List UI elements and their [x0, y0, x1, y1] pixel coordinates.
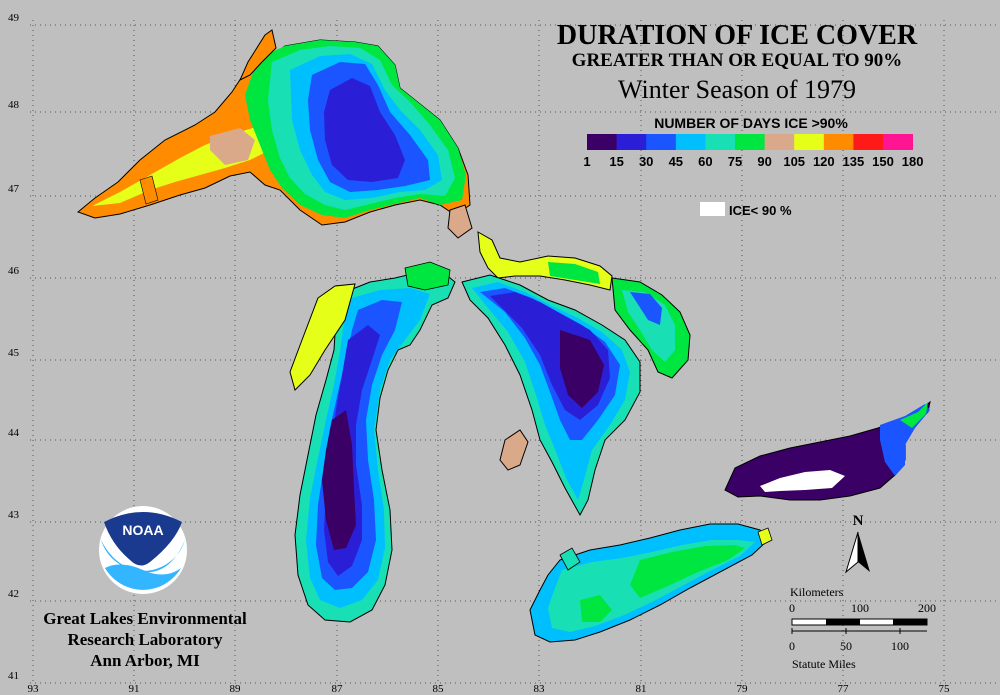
legend-tick-label: 180 — [902, 154, 924, 169]
scale-km-tick-0: 0 — [789, 601, 795, 615]
legend-swatch — [883, 134, 913, 150]
longitude-label: 91 — [129, 683, 140, 695]
noaa-logo-text: NOAA — [122, 522, 163, 538]
legend-tick-label: 75 — [728, 154, 742, 169]
legend-tick-label: 45 — [669, 154, 683, 169]
scale-km-tick-2: 200 — [918, 601, 936, 615]
scale-mi-title: Statute Miles — [792, 657, 856, 671]
scale-bar: Kilometers 0 100 200 0 50 100 Statute Mi… — [789, 585, 936, 671]
legend-tick-label: 30 — [639, 154, 653, 169]
longitude-label: 79 — [737, 683, 749, 695]
longitude-labels: 93 91 89 87 85 83 81 79 77 75 — [28, 683, 951, 695]
scale-mi-tick-1: 50 — [840, 639, 852, 653]
title-line-2: GREATER THAN OR EQUAL TO 90% — [572, 50, 903, 71]
longitude-label: 81 — [636, 683, 647, 695]
longitude-label: 87 — [332, 683, 344, 695]
legend-swatch — [675, 134, 706, 150]
scale-km-tick-1: 100 — [851, 601, 869, 615]
latitude-label: 42 — [8, 588, 19, 600]
legend-tick-label: 15 — [609, 154, 623, 169]
latitude-labels: 49 48 47 46 45 44 43 42 41 — [8, 12, 20, 682]
lake-superior — [76, 29, 473, 239]
legend-tick-label: 135 — [843, 154, 865, 169]
scale-km-title: Kilometers — [790, 585, 844, 599]
noaa-logo: NOAA — [99, 506, 187, 594]
title-line-3: Winter Season of 1979 — [618, 75, 856, 104]
latitude-label: 41 — [8, 670, 19, 682]
legend-color-scale — [587, 134, 913, 150]
legend-tick-label: 105 — [783, 154, 805, 169]
longitude-label: 93 — [28, 683, 40, 695]
longitude-label: 89 — [230, 683, 242, 695]
credit-block: Great Lakes Environmental Research Labor… — [43, 609, 247, 670]
legend-swatch — [705, 134, 736, 150]
legend-tick-label: 150 — [872, 154, 894, 169]
legend-tick-label: 90 — [757, 154, 771, 169]
longitude-label: 85 — [433, 683, 445, 695]
legend-swatch — [735, 134, 765, 150]
latitude-label: 48 — [8, 99, 20, 111]
legend-tick-labels: 1 15 30 45 60 75 90 105 120 135 150 180 — [583, 154, 923, 169]
legend-swatch — [823, 134, 854, 150]
legend-tick-label: 120 — [813, 154, 835, 169]
legend-tick-label: 1 — [583, 154, 590, 169]
legend-tick-label: 60 — [698, 154, 712, 169]
latitude-label: 47 — [8, 183, 20, 195]
lake-erie — [529, 523, 773, 643]
north-channel — [477, 231, 613, 291]
latitude-label: 44 — [8, 427, 20, 439]
scale-mi-tick-0: 0 — [789, 639, 795, 653]
lake-ontario — [724, 400, 931, 501]
credit-line-2: Research Laboratory — [67, 630, 223, 649]
no-ice-swatch — [700, 202, 725, 216]
no-ice-label: ICE< 90 % — [729, 203, 792, 218]
legend-swatch — [616, 134, 647, 150]
legend-swatch — [764, 134, 795, 150]
longitude-label: 77 — [838, 683, 850, 695]
legend-swatch — [794, 134, 825, 150]
longitude-label: 83 — [534, 683, 546, 695]
latitude-label: 45 — [8, 347, 20, 359]
legend-heading: NUMBER OF DAYS ICE >90% — [654, 115, 848, 131]
scale-mi-tick-2: 100 — [891, 639, 909, 653]
legend-swatch — [646, 134, 677, 150]
legend: NUMBER OF DAYS ICE >90% 1 15 30 45 60 75 90 105… — [583, 115, 923, 218]
latitude-label: 43 — [8, 509, 20, 521]
legend-swatch — [853, 134, 884, 150]
title-line-1: DURATION OF ICE COVER — [557, 20, 918, 51]
lake-huron — [461, 274, 691, 517]
credit-line-1: Great Lakes Environmental — [43, 609, 247, 628]
legend-swatch — [587, 134, 617, 150]
longitude-label: 75 — [939, 683, 951, 695]
latitude-label: 46 — [8, 265, 20, 277]
latitude-label: 49 — [8, 12, 20, 24]
map-title: DURATION OF ICE COVER GREATER THAN OR EQ… — [557, 20, 918, 104]
north-label: N — [853, 513, 864, 529]
credit-line-3: Ann Arbor, MI — [90, 651, 200, 670]
north-arrow: N — [845, 513, 870, 574]
lake-michigan — [289, 261, 456, 623]
